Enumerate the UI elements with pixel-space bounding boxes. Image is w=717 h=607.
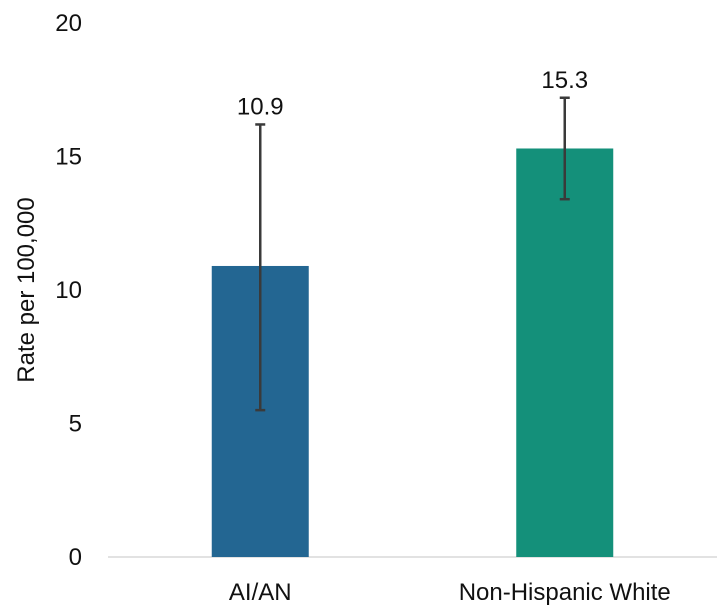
y-tick-label: 20 — [55, 10, 82, 37]
error-bar — [559, 96, 570, 201]
error-bar — [255, 123, 266, 412]
x-tick-label: Non-Hispanic White — [459, 579, 671, 606]
bars-group — [211, 148, 614, 558]
data-label: 15.3 — [541, 67, 588, 94]
y-tick-label: 10 — [55, 277, 82, 304]
y-axis: 0 5 10 15 20 — [55, 10, 82, 571]
y-tick-label: 15 — [55, 144, 82, 171]
x-tick-label: AI/AN — [229, 579, 292, 606]
bar — [516, 148, 614, 558]
x-axis: AI/AN Non-Hispanic White — [229, 579, 671, 606]
data-label: 10.9 — [237, 93, 284, 120]
y-tick-label: 5 — [69, 411, 82, 438]
error-bars-group — [255, 96, 570, 412]
y-axis-title: Rate per 100,000 — [13, 197, 40, 382]
data-labels-group: 10.9 15.3 — [237, 67, 588, 121]
y-tick-label: 0 — [69, 544, 82, 571]
